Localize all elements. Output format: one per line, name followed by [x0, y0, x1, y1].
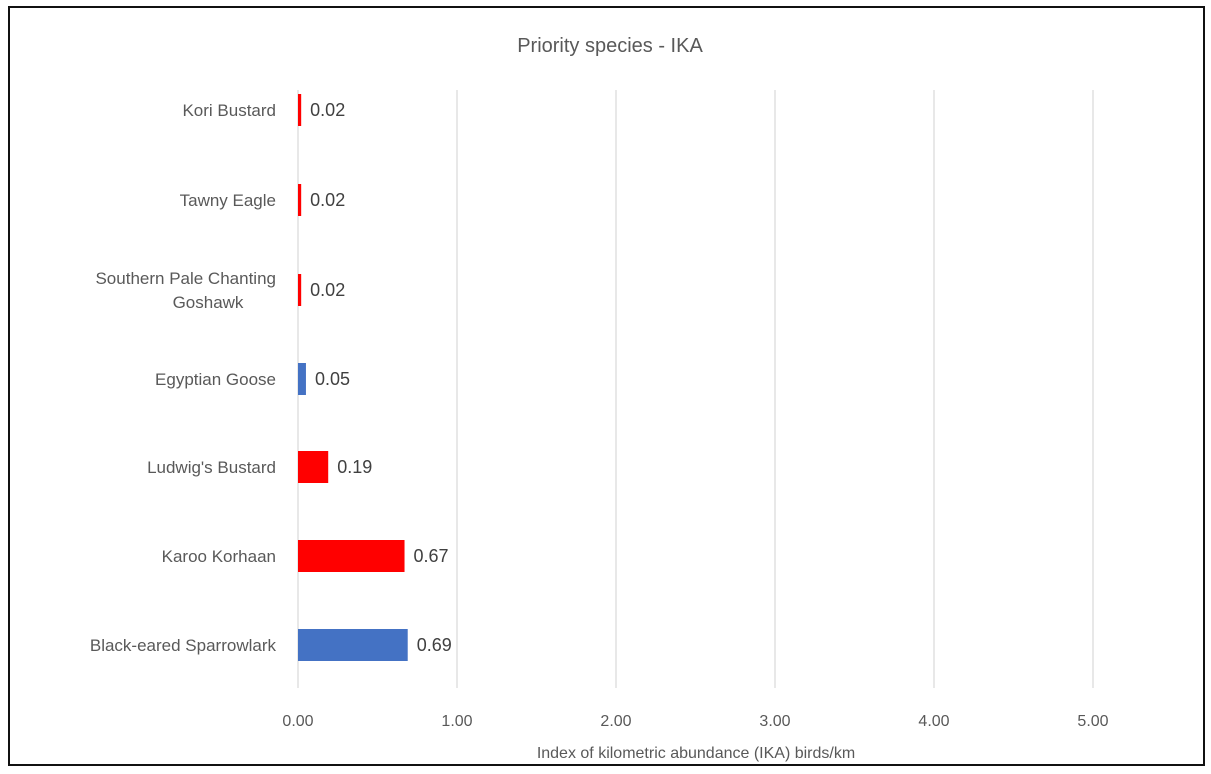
category-label-2-line-1: Goshawk: [173, 293, 244, 312]
bar-4: [298, 451, 329, 483]
data-label-1: 0.02: [310, 190, 345, 210]
bars: [298, 94, 408, 661]
data-label-0: 0.02: [310, 100, 345, 120]
category-label-3: Egyptian Goose: [155, 370, 276, 389]
x-tick-label: 1.00: [441, 713, 472, 730]
x-tick-label: 2.00: [600, 713, 631, 730]
bar-5: [298, 540, 405, 572]
data-label-3: 0.05: [315, 369, 350, 389]
x-axis-title: Index of kilometric abundance (IKA) bird…: [537, 745, 855, 762]
x-tick-label: 5.00: [1077, 713, 1108, 730]
gridlines: [297, 90, 1094, 688]
x-tick-labels: 0.00 1.00 2.00 3.00 4.00 5.00: [282, 713, 1108, 730]
category-label-6: Black-eared Sparrowlark: [90, 636, 277, 655]
bar-1: [298, 184, 302, 216]
category-label-5: Karoo Korhaan: [162, 547, 276, 566]
bar-6: [298, 629, 408, 661]
category-label-1: Tawny Eagle: [180, 191, 276, 210]
data-label-5: 0.67: [414, 546, 449, 566]
x-tick-label: 3.00: [759, 713, 790, 730]
category-label-0: Kori Bustard: [182, 101, 276, 120]
data-label-4: 0.19: [337, 457, 372, 477]
category-label-4: Ludwig's Bustard: [147, 458, 276, 477]
bar-3: [298, 363, 306, 395]
bar-2: [298, 274, 302, 306]
x-tick-label: 4.00: [918, 713, 949, 730]
category-label-2-line-0: Southern Pale Chanting: [95, 269, 276, 288]
bar-0: [298, 94, 302, 126]
x-tick-label: 0.00: [282, 713, 313, 730]
data-label-2: 0.02: [310, 280, 345, 300]
data-label-6: 0.69: [417, 635, 452, 655]
chart-frame: [8, 6, 1205, 766]
chart-title: Priority species - IKA: [517, 35, 703, 57]
data-labels: 0.02 0.02 0.02 0.05 0.19 0.67 0.69: [310, 100, 452, 655]
category-labels: Kori Bustard Tawny Eagle Southern Pale Cha…: [90, 101, 277, 655]
